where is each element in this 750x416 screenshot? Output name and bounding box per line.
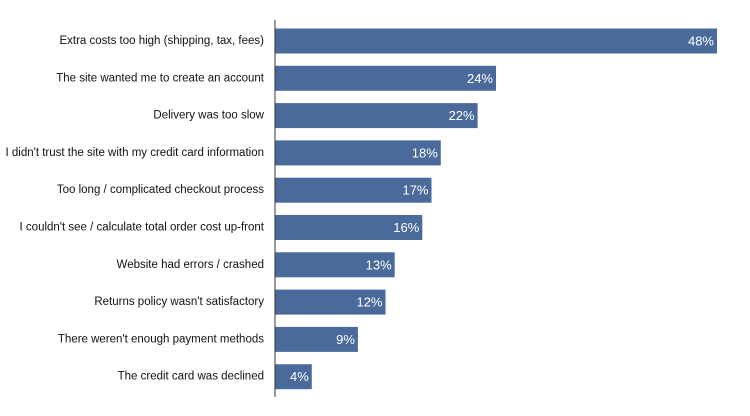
category-label-5: Too long / complicated checkout process	[57, 184, 264, 196]
bar-9	[275, 326, 358, 352]
category-label-9: There weren't enough payment methods	[58, 333, 264, 345]
bar-4	[275, 140, 441, 166]
category-label-2: The site wanted me to create an account	[56, 72, 265, 84]
value-label-5: 17%	[402, 183, 428, 198]
category-label-7: Website had errors / crashed	[117, 259, 264, 271]
value-label-2: 24%	[467, 71, 493, 86]
value-label-8: 12%	[356, 295, 382, 310]
bar-3	[275, 103, 478, 129]
value-label-1: 48%	[688, 34, 714, 49]
bar-10	[275, 364, 312, 390]
bar-5	[275, 177, 432, 203]
category-label-10: The credit card was declined	[118, 371, 264, 383]
value-label-4: 18%	[412, 145, 438, 160]
category-label-1: Extra costs too high (shipping, tax, fee…	[59, 35, 264, 47]
bar-7	[275, 252, 395, 278]
category-label-6: I couldn't see / calculate total order c…	[20, 222, 265, 234]
bar-6	[275, 215, 423, 240]
value-label-9: 9%	[336, 332, 355, 347]
bar-8	[275, 289, 386, 315]
category-label-8: Returns policy wasn't satisfactory	[94, 296, 264, 308]
category-label-3: Delivery was too slow	[153, 110, 264, 122]
bar-2	[275, 65, 496, 91]
value-labels: 48% 24% 22% 18% 17% 16% 13% 12% 9% 4%	[290, 34, 714, 385]
value-label-6: 16%	[393, 220, 419, 235]
category-labels: Extra costs too high (shipping, tax, fee…	[6, 35, 265, 383]
value-label-10: 4%	[290, 369, 309, 384]
bar-1	[275, 28, 717, 54]
value-label-3: 22%	[449, 108, 475, 123]
bars-layer	[275, 28, 717, 390]
category-label-4: I didn't trust the site with my credit c…	[6, 147, 265, 159]
value-label-7: 13%	[366, 257, 392, 272]
